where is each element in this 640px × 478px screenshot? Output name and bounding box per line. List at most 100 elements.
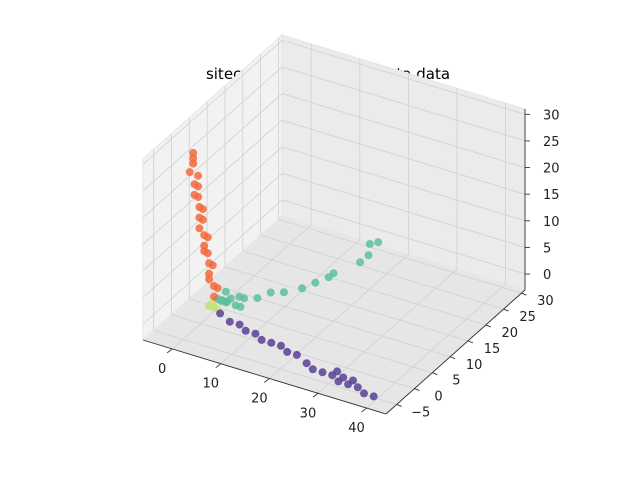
x-tick-label: 30 (300, 406, 317, 421)
y-tick-label: 25 (519, 310, 536, 325)
data-point-series-1 (223, 297, 232, 306)
z-tick-label: 5 (543, 241, 551, 256)
z-tick-label: 15 (543, 188, 560, 203)
data-point-series-2 (339, 373, 348, 382)
x-tick-label: 20 (251, 391, 268, 406)
grid-line-y (224, 85, 469, 342)
x-axis-line (142, 339, 387, 415)
data-point-series-2 (277, 341, 285, 350)
data-point-series-2 (308, 365, 317, 374)
grid-line-z (142, 199, 526, 325)
y-tick-mark (432, 372, 438, 376)
data-point-series-0 (200, 231, 209, 240)
data-point-series-1 (329, 269, 338, 278)
data-point-series-0 (210, 292, 218, 301)
grid-line-z (142, 172, 526, 298)
data-point-series-2 (235, 320, 244, 329)
y-tick-label: 30 (537, 294, 554, 309)
x-tick-label: 10 (202, 377, 219, 392)
data-point-series-2 (225, 317, 234, 326)
x-tick-mark (215, 363, 222, 369)
grid-line-z (142, 39, 526, 165)
grid-line-z (142, 66, 526, 192)
grid-line-z (142, 146, 526, 272)
data-point-series-0 (194, 171, 203, 180)
data-point-series-0 (200, 247, 209, 256)
data-point-series-1 (279, 288, 288, 297)
y-tick-mark (396, 404, 402, 407)
data-point-series-2 (241, 326, 250, 335)
z-tick-label: 20 (543, 162, 560, 177)
y-tick-label: 20 (502, 326, 519, 341)
z-tick-label: 25 (543, 135, 560, 150)
data-point-series-1 (364, 251, 373, 260)
data-point-series-2 (360, 389, 368, 398)
grid-line-z (142, 93, 526, 218)
x-tick-label: 0 (158, 362, 166, 377)
grid-lines (142, 38, 526, 409)
data-point-series-2 (283, 347, 292, 356)
data-point-series-3 (210, 303, 218, 312)
grid-line-y (277, 38, 522, 294)
x-tick-mark (264, 378, 270, 383)
data-point-series-1 (365, 239, 374, 248)
data-point-series-2 (267, 338, 276, 347)
z-tick-label: 30 (543, 108, 560, 123)
grid-line-y (260, 54, 504, 310)
data-point-series-2 (333, 367, 342, 376)
grid-line-y (171, 133, 415, 389)
y-tick-mark (467, 340, 474, 344)
data-point-series-0 (195, 203, 204, 211)
data-point-series-0 (189, 159, 198, 168)
y-tick-label: 0 (434, 390, 442, 405)
x-tick-mark (312, 392, 319, 398)
data-point-series-0 (190, 180, 199, 189)
data-point-series-1 (266, 288, 275, 297)
axes-panes (142, 33, 526, 415)
data-point-series-1 (221, 287, 230, 296)
data-point-series-0 (185, 168, 194, 177)
data-point-series-1 (374, 238, 383, 247)
data-point-series-2 (349, 376, 357, 385)
grid-line-z (142, 119, 526, 245)
data-points (185, 148, 383, 401)
grid-line-y (188, 117, 433, 374)
axis-lines (142, 109, 530, 415)
data-point-series-0 (190, 190, 199, 199)
data-point-series-0 (210, 282, 218, 290)
data-point-series-1 (298, 284, 307, 293)
data-point-series-0 (195, 213, 204, 222)
data-point-series-2 (353, 383, 362, 392)
x-tick-label: 40 (348, 421, 365, 436)
grid-line-y (242, 70, 486, 326)
y-tick-mark (503, 308, 509, 312)
z-tick-label: 0 (543, 268, 551, 283)
data-point-series-0 (205, 259, 214, 268)
y-tick-label: 10 (466, 358, 483, 373)
y-tick-mark (485, 324, 491, 328)
data-point-series-2 (318, 368, 327, 377)
data-point-series-2 (369, 392, 378, 401)
data-point-series-2 (216, 309, 225, 318)
data-point-series-2 (292, 350, 301, 359)
y-tick-label: −5 (411, 405, 430, 420)
data-point-series-2 (302, 359, 311, 368)
x-tick-mark (166, 348, 173, 354)
data-point-series-1 (240, 294, 249, 303)
y-tick-label: 5 (452, 374, 460, 389)
data-point-series-2 (257, 335, 266, 344)
z-tick-label: 10 (543, 215, 560, 230)
data-point-series-1 (253, 294, 262, 303)
data-point-series-1 (311, 278, 320, 287)
data-point-series-2 (251, 329, 260, 338)
y-tick-mark (414, 388, 420, 391)
grid-line-y (153, 149, 397, 405)
data-point-series-1 (356, 258, 365, 267)
data-point-series-0 (205, 275, 214, 284)
data-point-series-1 (236, 302, 245, 311)
y-axis-line (385, 289, 526, 415)
data-point-series-0 (195, 224, 204, 233)
